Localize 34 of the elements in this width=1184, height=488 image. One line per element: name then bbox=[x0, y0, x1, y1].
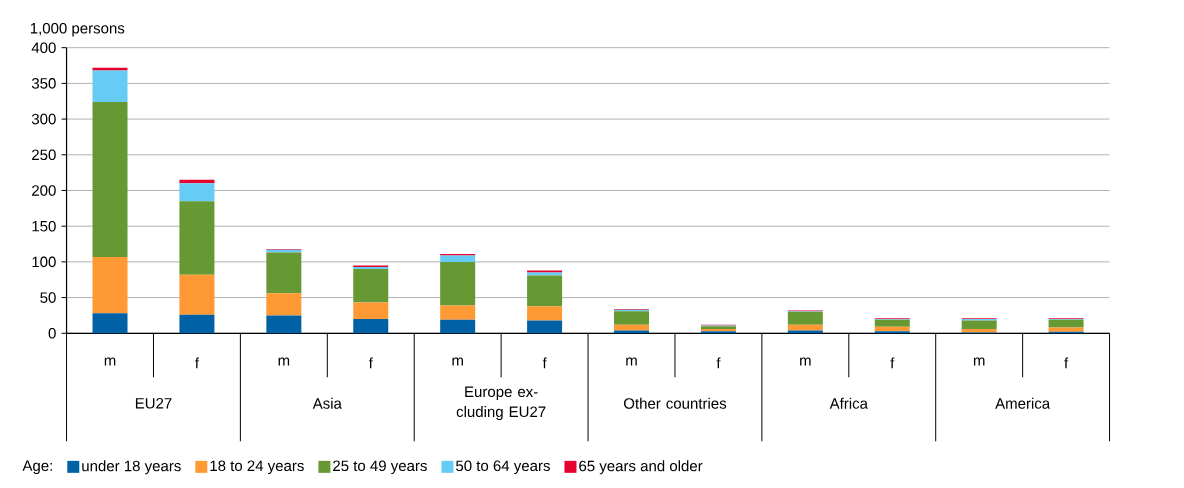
x-tick-label: f bbox=[542, 357, 547, 369]
text: Other countries bbox=[623, 397, 727, 409]
y-tick-label: 250 bbox=[32, 149, 56, 161]
x-tick-label: f bbox=[716, 357, 721, 369]
x-tick-label: m bbox=[626, 357, 637, 366]
y-axis-title: 1,000 persons bbox=[30, 22, 125, 37]
y-tick-label: 300 bbox=[31, 113, 56, 125]
x-tick-label: m bbox=[104, 357, 116, 366]
text: Africa bbox=[829, 397, 868, 409]
y-tick-label: 50 bbox=[40, 292, 56, 303]
text: Europe ex-cluding EU27 bbox=[456, 386, 546, 420]
text: EU27 bbox=[135, 397, 172, 409]
x-tick-label: f bbox=[368, 357, 373, 369]
y-tick-label: 150 bbox=[32, 220, 56, 232]
legend-label: 65 years and older bbox=[579, 460, 703, 475]
legend-title: Age: bbox=[22, 460, 52, 474]
legend-label: 50 to 64 years bbox=[456, 460, 550, 475]
text: Asia bbox=[312, 397, 342, 409]
x-tick-label: f bbox=[195, 357, 200, 369]
x-tick-label: m bbox=[800, 357, 811, 366]
y-tick-label: 0 bbox=[48, 327, 56, 339]
x-tick-label: f bbox=[1064, 357, 1069, 369]
x-tick-label: m bbox=[452, 357, 463, 366]
x-tick-label: m bbox=[973, 357, 985, 366]
text: America bbox=[995, 397, 1051, 409]
y-tick-label: 100 bbox=[32, 256, 56, 268]
legend-label: 25 to 49 years bbox=[333, 460, 427, 475]
legend-label: 18 to 24 years bbox=[210, 460, 304, 475]
y-tick-label: 350 bbox=[31, 78, 56, 89]
y-tick-label: 400 bbox=[31, 42, 56, 53]
x-tick-label: f bbox=[890, 357, 895, 369]
legend-label: under 18 years bbox=[82, 460, 181, 475]
y-tick-label: 200 bbox=[32, 185, 56, 196]
x-tick-label: m bbox=[278, 357, 290, 366]
